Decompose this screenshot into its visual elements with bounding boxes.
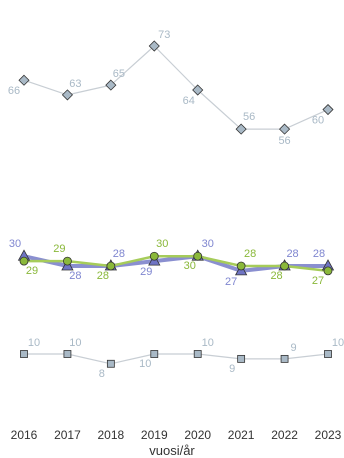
data-point-diamond <box>322 103 334 116</box>
data-label: 29 <box>26 265 38 277</box>
data-label: 30 <box>9 238 21 250</box>
x-axis-title: vuosi/år <box>149 443 195 458</box>
data-point-circle <box>63 256 72 266</box>
data-point-diamond <box>61 89 73 101</box>
data-point-circle <box>193 251 203 261</box>
data-point-circle <box>19 256 29 266</box>
data-point-circle <box>280 261 289 271</box>
data-label: 10 <box>139 358 151 370</box>
data-point-circle <box>149 251 159 261</box>
data-label: 73 <box>158 29 170 41</box>
data-point-diamond <box>18 74 30 86</box>
data-label: 63 <box>69 78 81 90</box>
x-tick-label: 2017 <box>54 428 81 442</box>
data-label: 30 <box>202 238 214 250</box>
data-label: 27 <box>225 276 237 288</box>
data-label: 30 <box>156 238 168 250</box>
data-point-square <box>20 350 28 358</box>
data-label: 10 <box>28 337 40 349</box>
data-label: 30 <box>184 260 196 272</box>
data-label: 9 <box>291 342 297 354</box>
data-label: 28 <box>313 248 325 260</box>
data-label: 28 <box>97 270 109 282</box>
data-point-square <box>193 350 202 358</box>
x-tick-label: 2016 <box>11 428 38 442</box>
data-label: 29 <box>53 243 65 255</box>
data-point-diamond <box>279 123 291 135</box>
data-label: 66 <box>8 85 20 97</box>
data-point-square <box>63 350 72 358</box>
data-label: 29 <box>140 266 152 278</box>
data-label: 56 <box>278 135 290 147</box>
data-label: 9 <box>229 363 235 375</box>
data-point-square <box>106 359 115 368</box>
data-label: 10 <box>332 337 344 349</box>
series-line <box>24 353 329 365</box>
data-point-square <box>237 354 246 363</box>
data-point-square <box>150 350 159 358</box>
data-label: 28 <box>286 248 298 260</box>
data-label: 10 <box>69 337 81 349</box>
data-point-circle <box>323 266 333 276</box>
data-point-square <box>280 354 289 363</box>
data-label: 65 <box>113 68 125 80</box>
x-tick-label: 2023 <box>315 428 342 442</box>
data-label: 8 <box>99 368 105 380</box>
data-label: 60 <box>312 115 324 127</box>
series-line <box>23 45 329 130</box>
x-tick-label: 2022 <box>271 428 298 442</box>
data-label: 28 <box>69 270 81 282</box>
data-point-square <box>324 350 332 358</box>
data-label: 56 <box>243 111 255 123</box>
data-point-diamond <box>235 123 247 135</box>
data-point-circle <box>236 261 246 271</box>
x-tick-label: 2018 <box>98 428 125 442</box>
data-label: 28 <box>270 270 282 282</box>
data-label: 28 <box>244 248 256 260</box>
data-point-diamond <box>192 84 204 96</box>
data-label: 64 <box>183 95 195 107</box>
x-tick-label: 2020 <box>184 428 211 442</box>
x-tick-label: 2021 <box>228 428 255 442</box>
data-point-circle <box>106 261 116 271</box>
data-point-diamond <box>105 79 117 91</box>
data-label: 27 <box>312 275 324 287</box>
series-line <box>24 254 329 273</box>
data-point-diamond <box>148 40 160 52</box>
x-tick-label: 2019 <box>141 428 168 442</box>
data-label: 10 <box>202 337 214 349</box>
data-label: 28 <box>113 248 125 260</box>
